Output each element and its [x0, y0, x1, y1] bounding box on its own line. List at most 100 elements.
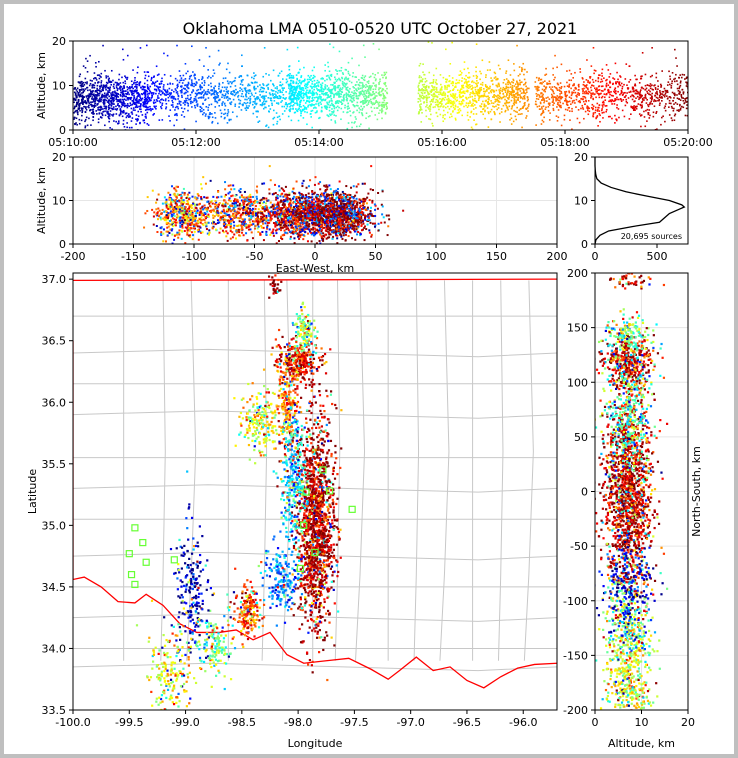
- time-source-point: [294, 94, 296, 96]
- time-source-point: [474, 97, 476, 100]
- time-source-point: [177, 98, 179, 100]
- time-source-point: [564, 108, 567, 111]
- time-source-point: [281, 105, 283, 108]
- time-source-point: [609, 86, 611, 89]
- time-source-point: [590, 94, 593, 97]
- time-source-point: [557, 101, 559, 104]
- time-source-point: [671, 119, 674, 122]
- time-source-point: [98, 112, 101, 114]
- time-source-point: [151, 83, 153, 85]
- time-source-point: [238, 106, 240, 108]
- ew-source-point: [205, 214, 208, 217]
- time-source-point: [86, 70, 89, 73]
- time-source-point: [88, 106, 90, 109]
- time-source-point: [213, 96, 216, 99]
- time-source-point: [86, 99, 89, 102]
- time-source-point: [629, 91, 632, 93]
- time-source-point: [347, 122, 350, 124]
- time-source-point: [488, 98, 490, 101]
- time-source-point: [213, 91, 216, 94]
- time-source-point: [637, 92, 640, 94]
- time-source-point: [77, 93, 79, 96]
- time-source-point: [163, 52, 165, 55]
- time-source-point: [88, 96, 90, 99]
- time-source-point: [685, 85, 688, 87]
- time-source-point: [145, 100, 147, 103]
- time-source-point: [591, 103, 594, 106]
- time-source-point: [668, 70, 670, 73]
- time-source-point: [199, 84, 202, 86]
- time-source-point: [626, 92, 628, 94]
- time-source-point: [450, 113, 452, 115]
- time-source-point: [505, 78, 508, 80]
- time-source-point: [571, 91, 573, 94]
- time-source-point: [255, 110, 258, 113]
- time-source-point: [280, 101, 282, 103]
- time-source-point: [556, 103, 559, 106]
- time-source-point: [253, 106, 256, 108]
- time-source-point: [224, 112, 227, 115]
- time-source-point: [655, 72, 658, 75]
- time-source-point: [75, 93, 77, 96]
- time-source-point: [339, 87, 342, 89]
- time-source-point: [439, 91, 442, 93]
- time-source-point: [86, 82, 88, 85]
- time-source-point: [116, 108, 119, 110]
- time-source-point: [378, 81, 380, 84]
- time-source-point: [613, 103, 616, 105]
- time-source-point: [542, 99, 544, 101]
- time-source-point: [597, 76, 600, 79]
- time-source-point: [349, 93, 352, 96]
- time-source-point: [645, 102, 648, 104]
- time-source-point: [312, 99, 315, 101]
- time-source-point: [566, 103, 568, 106]
- ew-source-point: [180, 202, 183, 205]
- time-source-point: [459, 109, 462, 112]
- time-source-point: [271, 102, 273, 105]
- time-source-point: [330, 99, 333, 102]
- time-source-point: [142, 101, 145, 103]
- time-source-point: [204, 99, 206, 101]
- time-source-point: [513, 69, 516, 72]
- time-source-point: [536, 95, 538, 97]
- time-source-point: [79, 93, 82, 96]
- time-source-point: [322, 99, 325, 101]
- time-source-point: [676, 87, 679, 90]
- time-source-point: [454, 119, 457, 121]
- time-source-point: [541, 88, 544, 91]
- time-source-point: [334, 78, 337, 81]
- time-source-point: [499, 96, 502, 99]
- time-source-point: [199, 109, 202, 111]
- time-source-point: [195, 120, 197, 123]
- time-source-point: [573, 83, 575, 85]
- time-source-point: [479, 87, 481, 89]
- time-source-point: [431, 90, 433, 92]
- time-source-point: [475, 77, 478, 80]
- ew-source-point: [173, 187, 176, 190]
- time-source-point: [217, 122, 219, 125]
- time-source-point: [203, 65, 205, 67]
- time-source-point: [190, 74, 193, 77]
- time-source-point: [74, 110, 76, 113]
- time-source-point: [121, 104, 124, 107]
- time-source-point: [383, 82, 385, 85]
- time-source-point: [240, 81, 243, 83]
- time-source-point: [347, 72, 350, 75]
- time-source-point: [524, 81, 527, 84]
- time-source-point: [487, 102, 489, 104]
- time-source-point: [458, 102, 461, 105]
- ew-source-point: [192, 225, 195, 228]
- ew-source-point: [183, 212, 186, 215]
- time-source-point: [290, 119, 293, 122]
- time-source-point: [253, 87, 255, 89]
- ew-source-point: [186, 233, 189, 236]
- time-source-point: [84, 99, 86, 102]
- time-source-point: [571, 100, 574, 102]
- time-source-point: [311, 96, 314, 99]
- time-source-point: [249, 90, 252, 92]
- time-source-point: [459, 96, 461, 99]
- time-source-point: [686, 81, 688, 84]
- time-source-point: [475, 66, 477, 69]
- time-source-point: [368, 88, 370, 90]
- time-source-point: [602, 90, 604, 92]
